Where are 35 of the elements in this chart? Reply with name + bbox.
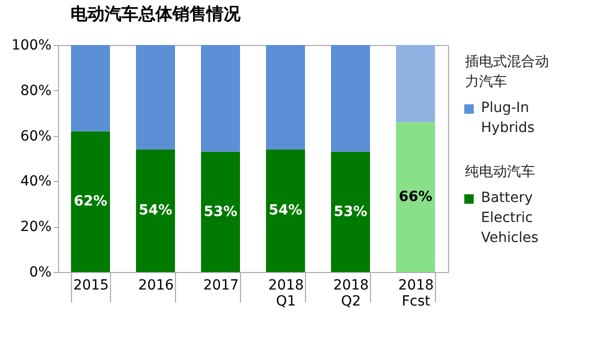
text: 纯电动汽车 [465, 164, 535, 180]
bar [136, 149, 175, 272]
y-tick-label: 60% [20, 128, 52, 144]
text: 插电式混合动力汽车 [465, 54, 549, 90]
data-label: 54% [268, 202, 302, 219]
bar [71, 131, 110, 272]
x-tick-label: 2017 [203, 278, 239, 294]
bar [201, 45, 240, 152]
bar [136, 45, 175, 150]
y-tick-label: 0% [29, 264, 52, 280]
y-tick-label: 40% [20, 174, 52, 190]
bar [266, 149, 305, 272]
bar [201, 152, 240, 272]
bar [331, 45, 370, 152]
bar [266, 45, 305, 150]
bar [331, 152, 370, 272]
data-label: 54% [138, 202, 172, 219]
data-label: 53% [204, 204, 238, 220]
y-tick-label: 80% [20, 82, 52, 99]
chart-title: 电动汽车总体销售情况 [70, 4, 242, 24]
x-tick-label: 2018 Q1 [268, 278, 304, 310]
x-tick-label: 2016 [138, 278, 174, 294]
y-tick-label: 100% [11, 38, 52, 54]
bar [71, 45, 110, 132]
x-tick-label: 2015 [73, 278, 109, 294]
bar [396, 122, 435, 272]
legend-label: Plug-In Hybrids [481, 100, 535, 136]
x-tick-label: 2018 Q2 [333, 278, 369, 310]
y-tick-label: 20% [20, 219, 52, 236]
data-label: 53% [334, 204, 368, 220]
x-tick-label: 2018 Fcst [398, 278, 434, 310]
legend-label: Battery Electric Vehicles [481, 190, 538, 246]
bar [396, 45, 435, 122]
data-label: 66% [398, 189, 432, 206]
data-label: 62% [74, 194, 108, 210]
